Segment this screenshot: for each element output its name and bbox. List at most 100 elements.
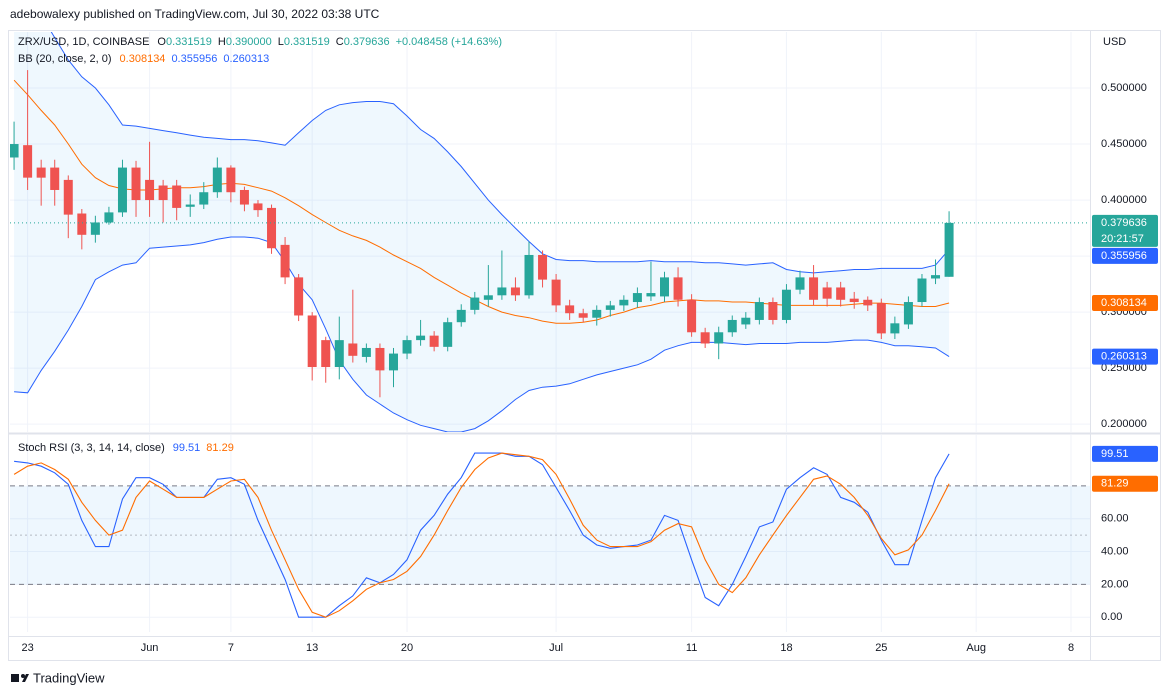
candle-body [795, 277, 805, 290]
publish-header: adebowalexy published on TradingView.com… [10, 7, 380, 21]
candle-body [267, 207, 277, 249]
y-tick-label: 0.450000 [1101, 138, 1147, 150]
candle-body [429, 335, 439, 347]
candle-body [375, 347, 385, 371]
bb-line [13, 79, 950, 324]
price-pane [10, 32, 1090, 432]
currency-label: USD [1103, 36, 1126, 48]
y-tick-label: 0.00 [1101, 611, 1122, 623]
candle-body [768, 302, 778, 320]
y-tick-label: 0.250000 [1101, 362, 1147, 374]
candle-body [646, 293, 656, 297]
candle-body [402, 340, 412, 354]
legend-text: +0.048458 (+14.63%) [396, 36, 502, 48]
candle-body [416, 335, 426, 341]
y-tick-label: 0.200000 [1101, 418, 1147, 430]
legend-text: C [336, 36, 344, 48]
price-label-text: 0.379636 [1101, 217, 1147, 229]
candle-body [700, 332, 710, 344]
candle-body [876, 303, 886, 334]
bb-line [14, 236, 950, 432]
candle-body [605, 305, 615, 310]
price-label-text: 81.29 [1101, 478, 1129, 490]
price-label-box [1092, 475, 1158, 492]
candle-body [185, 204, 195, 207]
x-tick-label: 7 [228, 642, 234, 654]
legend-text: H [218, 36, 226, 48]
y-tick-label: 60.00 [1101, 513, 1129, 525]
y-tick-label: 20.00 [1101, 578, 1129, 590]
x-tick-label: 11 [686, 642, 697, 654]
candle-body [226, 167, 236, 193]
candle-body [348, 343, 358, 356]
x-tick-label: Aug [966, 642, 986, 654]
legend-text: Stoch RSI (3, 3, 14, 14, close) [18, 442, 165, 454]
candle-body [863, 299, 873, 306]
candle-body [660, 277, 670, 297]
legend-text: BB (20, close, 2, 0) [18, 53, 112, 65]
tradingview-logo [11, 674, 29, 682]
candle-body [23, 145, 33, 178]
candle-body [483, 295, 493, 300]
candle-body [781, 289, 791, 320]
candle-body [687, 299, 697, 333]
x-tick-label: 23 [21, 642, 33, 654]
x-tick-label: 13 [306, 642, 318, 654]
price-label-box [1092, 445, 1158, 462]
chart-frame [8, 30, 1161, 661]
x-tick-label: Jun [141, 642, 159, 654]
candle-body [714, 332, 724, 344]
x-tick-label: Jul [549, 642, 563, 654]
candle-body [578, 313, 588, 318]
legend-text: 0.331519 [284, 36, 330, 48]
candle-body [903, 302, 913, 325]
price-label-box [1092, 294, 1158, 311]
candle-body [158, 185, 168, 201]
candle-body [592, 309, 602, 318]
candle-body [727, 319, 737, 333]
candle-body [36, 167, 46, 178]
candle-body [538, 254, 548, 280]
stoch-line [13, 452, 950, 618]
candle-body [199, 192, 209, 205]
price-label-text: 99.51 [1101, 448, 1129, 460]
candle-body [117, 167, 127, 213]
candle-body [565, 305, 575, 314]
footer-brand: TradingView [33, 670, 105, 685]
candle-body [931, 275, 941, 279]
candle-body [63, 179, 73, 215]
x-tick-label: 8 [1068, 642, 1074, 654]
y-tick-label: 0.400000 [1101, 194, 1147, 206]
candle-body [673, 277, 683, 300]
candle-body [253, 203, 263, 211]
candle-body [307, 315, 317, 368]
candle-body [361, 347, 371, 357]
stoch-line [14, 452, 950, 618]
legend-text: 0.355956 [171, 53, 217, 65]
candle-body [443, 322, 453, 347]
candle-body [470, 297, 480, 310]
candle-body [131, 167, 141, 201]
candle-body [90, 222, 100, 235]
price-label-box [1092, 348, 1158, 365]
candle-body [456, 309, 466, 323]
candle-body [836, 287, 846, 300]
candle-body [172, 185, 182, 208]
candle-body [849, 298, 859, 303]
price-label-box [1092, 247, 1158, 264]
candle-body [50, 167, 60, 190]
candle-body [754, 302, 764, 320]
candle-body [239, 189, 249, 205]
legend-text: 0.260313 [223, 53, 269, 65]
legend-text: 0.308134 [120, 53, 166, 65]
candle-body [551, 279, 561, 306]
candle-body [104, 212, 114, 223]
candle-body [510, 287, 520, 296]
legend-text: 0.379636 [344, 36, 390, 48]
x-tick-label: 25 [875, 642, 887, 654]
candle-body [809, 277, 819, 300]
candle-body [741, 317, 751, 325]
price-label-text: 0.260313 [1101, 350, 1147, 362]
